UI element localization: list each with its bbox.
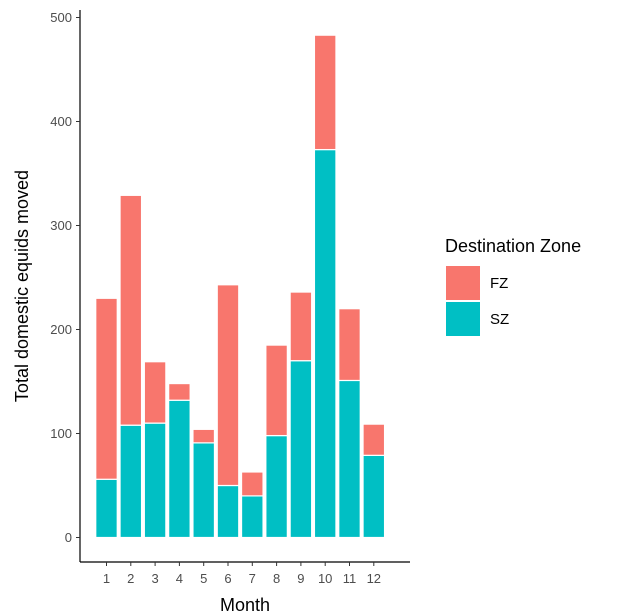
x-axis-title: Month: [220, 595, 270, 615]
x-tick-label: 6: [224, 571, 231, 586]
y-tick-label: 100: [50, 426, 72, 441]
bar-segment-fz-month-12: [362, 423, 386, 456]
x-tick-label: 4: [176, 571, 183, 586]
bar-segment-sz-month-9: [289, 360, 313, 539]
bar-segment-sz-month-3: [143, 422, 167, 539]
bar-segment-sz-month-2: [119, 424, 143, 539]
y-axis-ticks: 0 100 200 300 400 500: [50, 10, 80, 545]
legend-key-sz: [446, 302, 480, 336]
bar-segment-sz-month-11: [338, 379, 361, 539]
bar-segment-fz-month-2: [119, 194, 143, 426]
bar-segment-fz-month-8: [265, 344, 288, 437]
bar-segment-sz-month-1: [95, 478, 118, 539]
x-tick-label: 3: [151, 571, 158, 586]
bar-segment-fz-month-1: [95, 297, 118, 480]
bar-segment-fz-month-3: [143, 361, 167, 424]
bar-segment-sz-month-5: [192, 442, 216, 539]
bar-segment-fz-month-7: [240, 471, 264, 497]
x-tick-label: 2: [127, 571, 134, 586]
y-tick-label: 200: [50, 322, 72, 337]
x-tick-label: 5: [200, 571, 207, 586]
legend-key-fz: [446, 266, 480, 300]
bar-segment-sz-month-7: [240, 495, 264, 539]
y-tick-label: 0: [65, 530, 72, 545]
x-axis-ticks: 1 2 3 4 5 6 7 8 9 10 11 12: [103, 562, 381, 586]
bar-segment-fz-month-11: [338, 308, 361, 382]
x-tick-label: 7: [249, 571, 256, 586]
bar-segment-fz-month-10: [313, 34, 337, 151]
legend-title: Destination Zone: [445, 236, 581, 256]
bar-segment-fz-month-9: [289, 291, 313, 362]
x-tick-label: 8: [273, 571, 280, 586]
legend: Destination Zone FZ SZ: [445, 236, 581, 336]
y-tick-label: 300: [50, 218, 72, 233]
bar-segment-fz-month-6: [216, 284, 240, 487]
x-tick-label: 11: [343, 571, 357, 586]
x-tick-label: 12: [367, 571, 381, 586]
bar-segment-sz-month-4: [168, 399, 191, 539]
bar-segment-sz-month-8: [265, 434, 288, 539]
x-tick-label: 10: [318, 571, 332, 586]
bar-segment-fz-month-4: [168, 382, 191, 401]
bar-segment-sz-month-10: [313, 148, 337, 539]
legend-label-fz: FZ: [490, 275, 508, 292]
y-axis-title: Total domestic equids moved: [12, 170, 32, 402]
legend-label-sz: SZ: [490, 311, 509, 328]
y-tick-label: 500: [50, 10, 72, 25]
bar-segment-fz-month-5: [192, 428, 216, 444]
x-tick-label: 9: [297, 571, 304, 586]
bar-segment-sz-month-6: [216, 484, 240, 539]
bar-segment-sz-month-12: [362, 454, 386, 539]
y-tick-label: 400: [50, 114, 72, 129]
x-tick-label: 1: [103, 571, 110, 586]
bars-layer: [95, 34, 386, 539]
